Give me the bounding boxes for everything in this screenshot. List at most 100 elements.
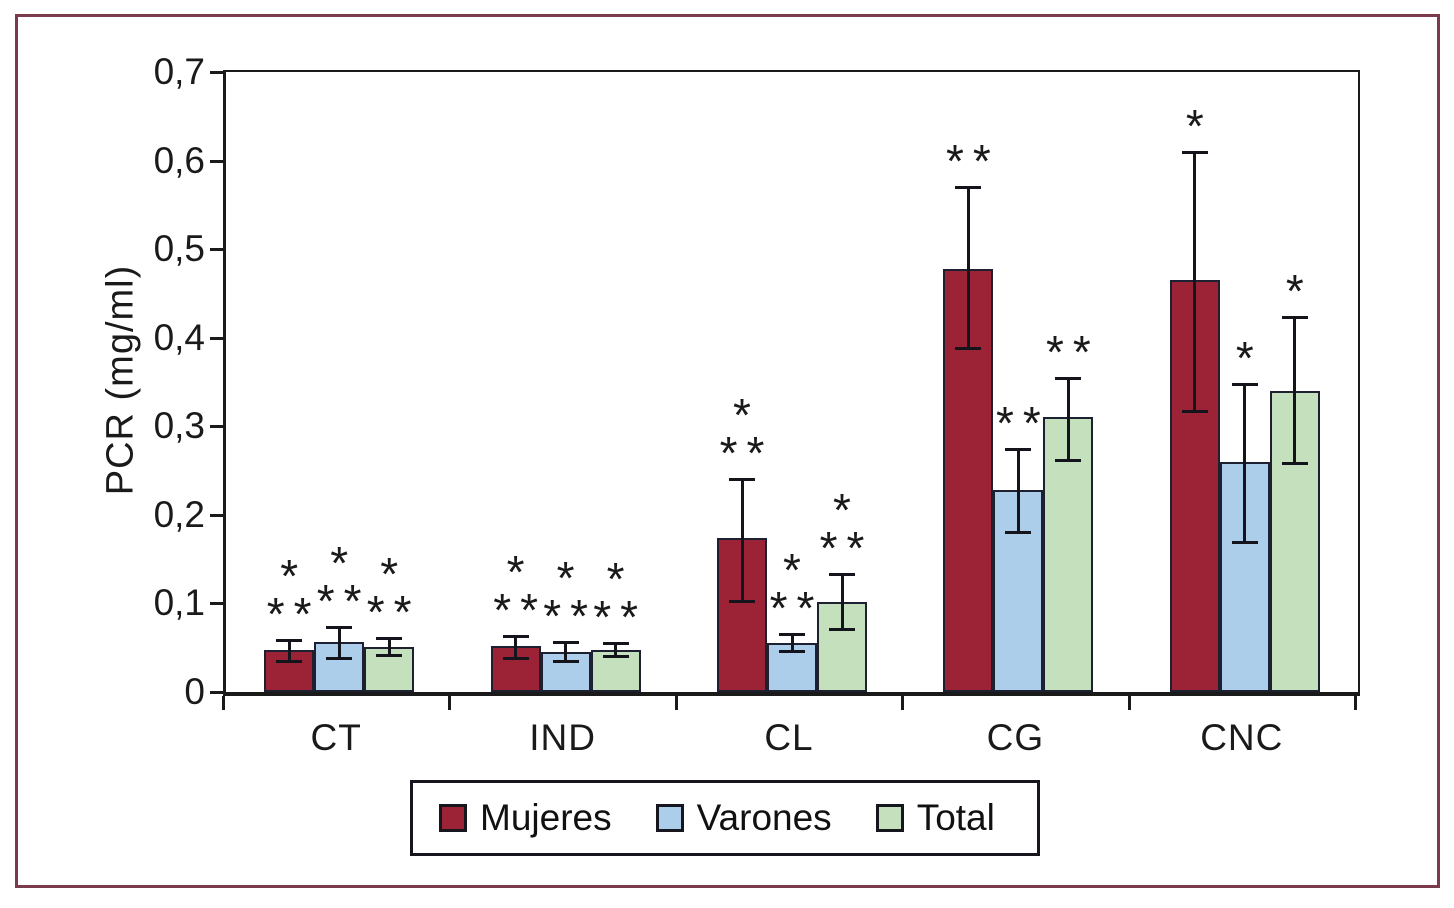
significance-asterisks: ** (316, 575, 371, 628)
y-axis-tick (210, 602, 224, 606)
y-axis-title: PCR (mg/ml) (99, 264, 142, 496)
legend-item-mujeres: Mujeres (439, 798, 612, 838)
legend-item-varones: Varones (655, 797, 832, 838)
significance-annotation: ** (973, 397, 1063, 450)
significance-asterisks: ** (719, 427, 774, 480)
error-bar-cap-bottom (326, 656, 353, 660)
y-axis-tick (210, 425, 224, 429)
error-bar-cap-top (602, 642, 629, 646)
y-axis-tick (210, 71, 224, 74)
error-bar-cap-bottom (376, 653, 403, 657)
error-bar-stem (614, 645, 618, 655)
x-category-label: CG (986, 717, 1045, 758)
y-tick-label: 0,2 (153, 493, 205, 535)
significance-asterisks: ** (995, 397, 1050, 450)
significance-asterisks: ** (266, 587, 321, 640)
significance-asterisks: ** (593, 591, 647, 644)
error-bar-cap-top (326, 626, 353, 630)
significance-annotation: * ** (471, 545, 561, 636)
error-bar-cap-bottom (829, 628, 855, 632)
y-axis-tick (210, 159, 224, 163)
y-tick-label: 0,5 (153, 228, 205, 270)
error-bar-cap-bottom (955, 346, 982, 350)
significance-annotation: * (1150, 103, 1240, 149)
error-bar-cap-top (502, 634, 529, 638)
x-axis-tick (1127, 696, 1131, 710)
error-bar-cap-top (376, 636, 403, 640)
legend-item-total: Total (875, 797, 995, 838)
x-axis-tick (674, 696, 678, 710)
significance-asterisks: * (1285, 265, 1313, 318)
error-bar-cap-top (955, 185, 982, 189)
significance-asterisks: ** (366, 585, 421, 638)
error-bar-cap-bottom (1005, 530, 1032, 534)
error-bar-stem (387, 639, 391, 654)
error-bar-cap-top (1281, 316, 1308, 320)
significance-asterisks: * (1235, 331, 1263, 384)
significance-asterisks: * (506, 545, 534, 598)
error-bar-stem (1066, 380, 1070, 460)
error-bar-cap-bottom (779, 650, 805, 654)
y-axis-tick (210, 336, 224, 340)
y-tick-label: 0,4 (153, 316, 205, 358)
error-bar-cap-bottom (1281, 461, 1308, 465)
error-bar-cap-bottom (552, 660, 579, 664)
significance-annotation: ** (923, 134, 1013, 187)
error-bar-stem (1016, 451, 1020, 531)
significance-annotation: * (1250, 265, 1340, 318)
error-bar-stem (740, 481, 744, 600)
significance-asterisks: * (606, 553, 634, 606)
error-bar-cap-top (276, 638, 303, 642)
legend-label: Mujeres (480, 797, 612, 838)
error-bar-cap-top (1231, 382, 1258, 386)
error-bar-cap-bottom (729, 599, 755, 603)
plot-area: * ** * ** * ** * ** * ** * ** * ** * ** * ** ** ** ** * * * (223, 70, 1360, 696)
significance-asterisks: * (330, 537, 358, 590)
y-axis-tick (210, 248, 224, 252)
error-bar-cap-top (829, 572, 855, 576)
error-bar-cap-bottom (276, 660, 303, 664)
error-bar-cap-top (552, 641, 579, 645)
significance-annotation: ** (1023, 329, 1113, 375)
error-bar-stem (1243, 385, 1247, 542)
x-category-label: CL (764, 717, 814, 758)
error-bar-cap-bottom (1055, 459, 1082, 463)
x-category-label: CT (310, 717, 362, 758)
significance-annotation: * ** (797, 487, 887, 574)
legend-label: Varones (696, 797, 832, 838)
significance-asterisks: * (783, 544, 810, 597)
significance-asterisks: ** (945, 134, 1000, 187)
y-tick-label: 0,6 (153, 139, 205, 181)
significance-asterisks: ** (769, 582, 824, 635)
significance-asterisks: ** (493, 583, 547, 636)
y-tick-label: 0,3 (153, 405, 205, 447)
error-bar-stem (840, 575, 844, 629)
error-bar-cap-bottom (1231, 541, 1258, 545)
y-tick-label: 0,1 (153, 582, 205, 624)
x-axis-tick (901, 696, 905, 710)
x-axis-tick (1354, 696, 1357, 710)
error-bar-cap-bottom (1181, 410, 1208, 414)
significance-asterisks: * (380, 547, 408, 600)
error-bar-stem (966, 188, 970, 347)
x-category-label: CNC (1200, 717, 1284, 758)
y-tick-label: 0,7 (153, 51, 205, 92)
significance-asterisks: ** (819, 521, 874, 574)
legend-label: Total (916, 797, 995, 838)
error-bar-stem (337, 629, 341, 657)
significance-annotation: * ** (697, 392, 787, 480)
legend-swatch-total (875, 804, 904, 832)
error-bar-cap-top (1055, 377, 1082, 381)
error-bar-cap-top (779, 633, 805, 637)
significance-annotation: * ** (747, 544, 837, 635)
y-axis-tick (210, 513, 224, 517)
significance-annotation: * ** (244, 553, 334, 640)
error-bar-cap-top (729, 478, 755, 482)
y-tick-label: 0 (184, 671, 205, 712)
error-bar-cap-top (1005, 448, 1032, 452)
significance-asterisks: * (556, 552, 584, 605)
x-category-label: IND (529, 717, 596, 758)
error-bar-stem (1193, 153, 1197, 411)
significance-annotation: * ** (571, 553, 661, 644)
